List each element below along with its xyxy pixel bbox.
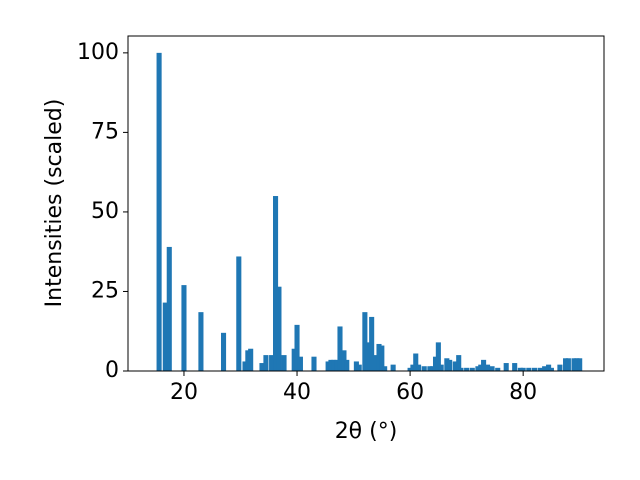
bar bbox=[458, 367, 464, 371]
bar bbox=[242, 361, 248, 371]
y-tick-label: 75 bbox=[91, 119, 119, 144]
bar bbox=[456, 355, 462, 371]
bar bbox=[478, 364, 484, 371]
bar bbox=[407, 367, 413, 371]
bar bbox=[447, 359, 453, 371]
bar bbox=[574, 358, 580, 371]
bar bbox=[565, 358, 571, 371]
bar bbox=[481, 359, 487, 371]
bar bbox=[464, 367, 470, 371]
y-tick-label: 100 bbox=[77, 40, 119, 65]
bar bbox=[331, 359, 337, 371]
bar bbox=[281, 355, 287, 371]
bar bbox=[294, 324, 300, 371]
bar bbox=[334, 359, 340, 371]
bar bbox=[365, 342, 371, 371]
bar bbox=[273, 196, 279, 371]
bar bbox=[542, 366, 548, 371]
bar bbox=[248, 348, 254, 371]
bar bbox=[259, 363, 265, 371]
bar bbox=[520, 367, 526, 371]
bar bbox=[444, 358, 450, 371]
bar bbox=[512, 363, 518, 371]
bar bbox=[469, 367, 475, 371]
bar bbox=[495, 367, 501, 371]
bar bbox=[537, 367, 543, 371]
bar bbox=[485, 364, 491, 371]
bar bbox=[571, 358, 577, 371]
bar bbox=[382, 366, 388, 371]
bar bbox=[166, 246, 172, 371]
bar bbox=[369, 316, 375, 371]
bar bbox=[376, 343, 382, 371]
y-tick-label: 50 bbox=[91, 199, 119, 224]
bar bbox=[220, 332, 227, 371]
bar bbox=[432, 356, 439, 371]
x-tick-label: 80 bbox=[509, 380, 537, 405]
bar bbox=[548, 367, 554, 371]
bar bbox=[390, 364, 396, 371]
bar bbox=[413, 353, 419, 371]
x-tick-label: 40 bbox=[283, 380, 311, 405]
bar bbox=[503, 363, 509, 371]
bar bbox=[421, 366, 427, 371]
x-tick-label: 20 bbox=[170, 380, 198, 405]
bar bbox=[557, 364, 563, 371]
x-tick-label: 60 bbox=[396, 380, 424, 405]
bar bbox=[198, 312, 204, 371]
bar bbox=[311, 356, 317, 371]
y-axis-label: Intensities (scaled) bbox=[42, 99, 67, 308]
bar bbox=[297, 356, 303, 371]
bar bbox=[291, 348, 297, 371]
bar bbox=[563, 358, 569, 371]
bar bbox=[276, 286, 282, 371]
bar bbox=[328, 359, 334, 371]
bar bbox=[379, 345, 385, 371]
bar bbox=[341, 350, 347, 371]
bar bbox=[325, 361, 331, 371]
bar bbox=[489, 366, 495, 371]
bar bbox=[337, 326, 343, 371]
bar bbox=[269, 355, 275, 371]
bar bbox=[430, 366, 436, 371]
bar bbox=[356, 364, 362, 371]
bar bbox=[263, 355, 269, 371]
bar bbox=[438, 364, 444, 371]
bar bbox=[372, 355, 378, 371]
bar bbox=[245, 350, 251, 371]
bar bbox=[236, 256, 242, 371]
bar bbox=[435, 342, 441, 371]
bar bbox=[517, 367, 523, 371]
y-tick-label: 0 bbox=[105, 358, 119, 383]
bar bbox=[452, 361, 458, 371]
bar bbox=[475, 366, 481, 371]
bar bbox=[362, 312, 368, 371]
bar bbox=[427, 366, 433, 371]
bar bbox=[546, 364, 552, 371]
x-axis-label: 2θ (°) bbox=[335, 419, 398, 444]
bar bbox=[577, 358, 583, 371]
bar bbox=[526, 367, 532, 371]
bar bbox=[531, 367, 538, 371]
bar bbox=[353, 361, 359, 371]
y-tick-label: 25 bbox=[91, 278, 119, 303]
plot-frame bbox=[127, 35, 605, 372]
bar bbox=[181, 285, 187, 371]
bar bbox=[410, 364, 416, 371]
bar bbox=[162, 302, 168, 371]
bar bbox=[156, 52, 162, 371]
bar bbox=[416, 364, 422, 371]
bar bbox=[344, 359, 350, 371]
